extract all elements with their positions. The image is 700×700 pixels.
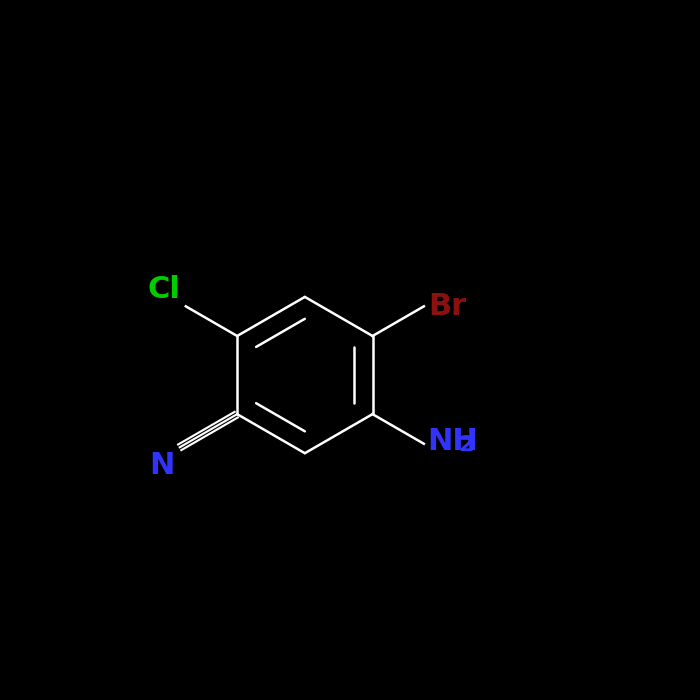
Text: N: N: [149, 451, 174, 480]
Text: 2: 2: [458, 435, 474, 455]
Text: Br: Br: [428, 292, 466, 321]
Text: Cl: Cl: [148, 274, 181, 304]
Text: NH: NH: [427, 426, 478, 456]
